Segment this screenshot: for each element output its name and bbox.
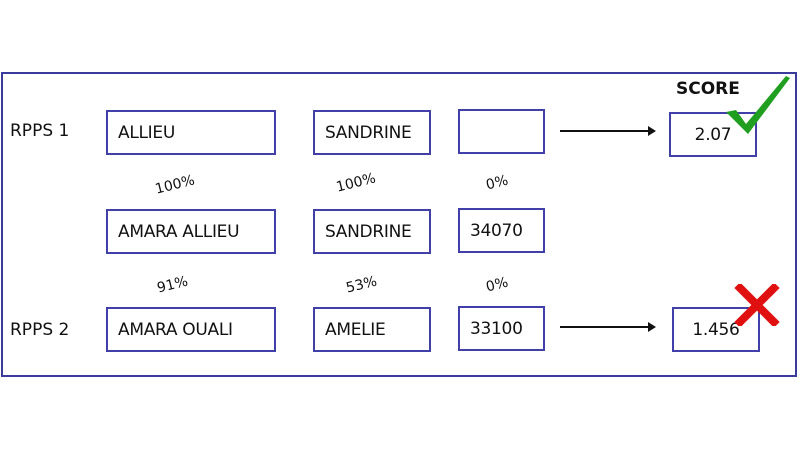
arrow-right-icon <box>560 322 656 332</box>
check-icon <box>726 76 790 134</box>
ref-name-field: AMARA ALLIEU <box>106 209 276 254</box>
ref-firstname-field: SANDRINE <box>313 209 431 254</box>
diagram-frame <box>1 72 797 377</box>
rpps1-postcode-field <box>458 109 545 154</box>
score-title: SCORE <box>676 79 740 99</box>
ref-postcode-field: 34070 <box>458 208 545 253</box>
rpps1-firstname-field: SANDRINE <box>313 110 431 155</box>
rpps1-name-field: ALLIEU <box>106 110 276 155</box>
rpps2-firstname-field: AMELIE <box>313 307 431 352</box>
rpps2-name-field: AMARA OUALI <box>106 307 276 352</box>
rpps1-label: RPPS 1 <box>10 121 70 141</box>
rpps2-label: RPPS 2 <box>10 320 70 340</box>
cross-icon <box>734 284 780 326</box>
rpps2-postcode-field: 33100 <box>458 306 545 351</box>
arrow-right-icon <box>560 126 656 136</box>
